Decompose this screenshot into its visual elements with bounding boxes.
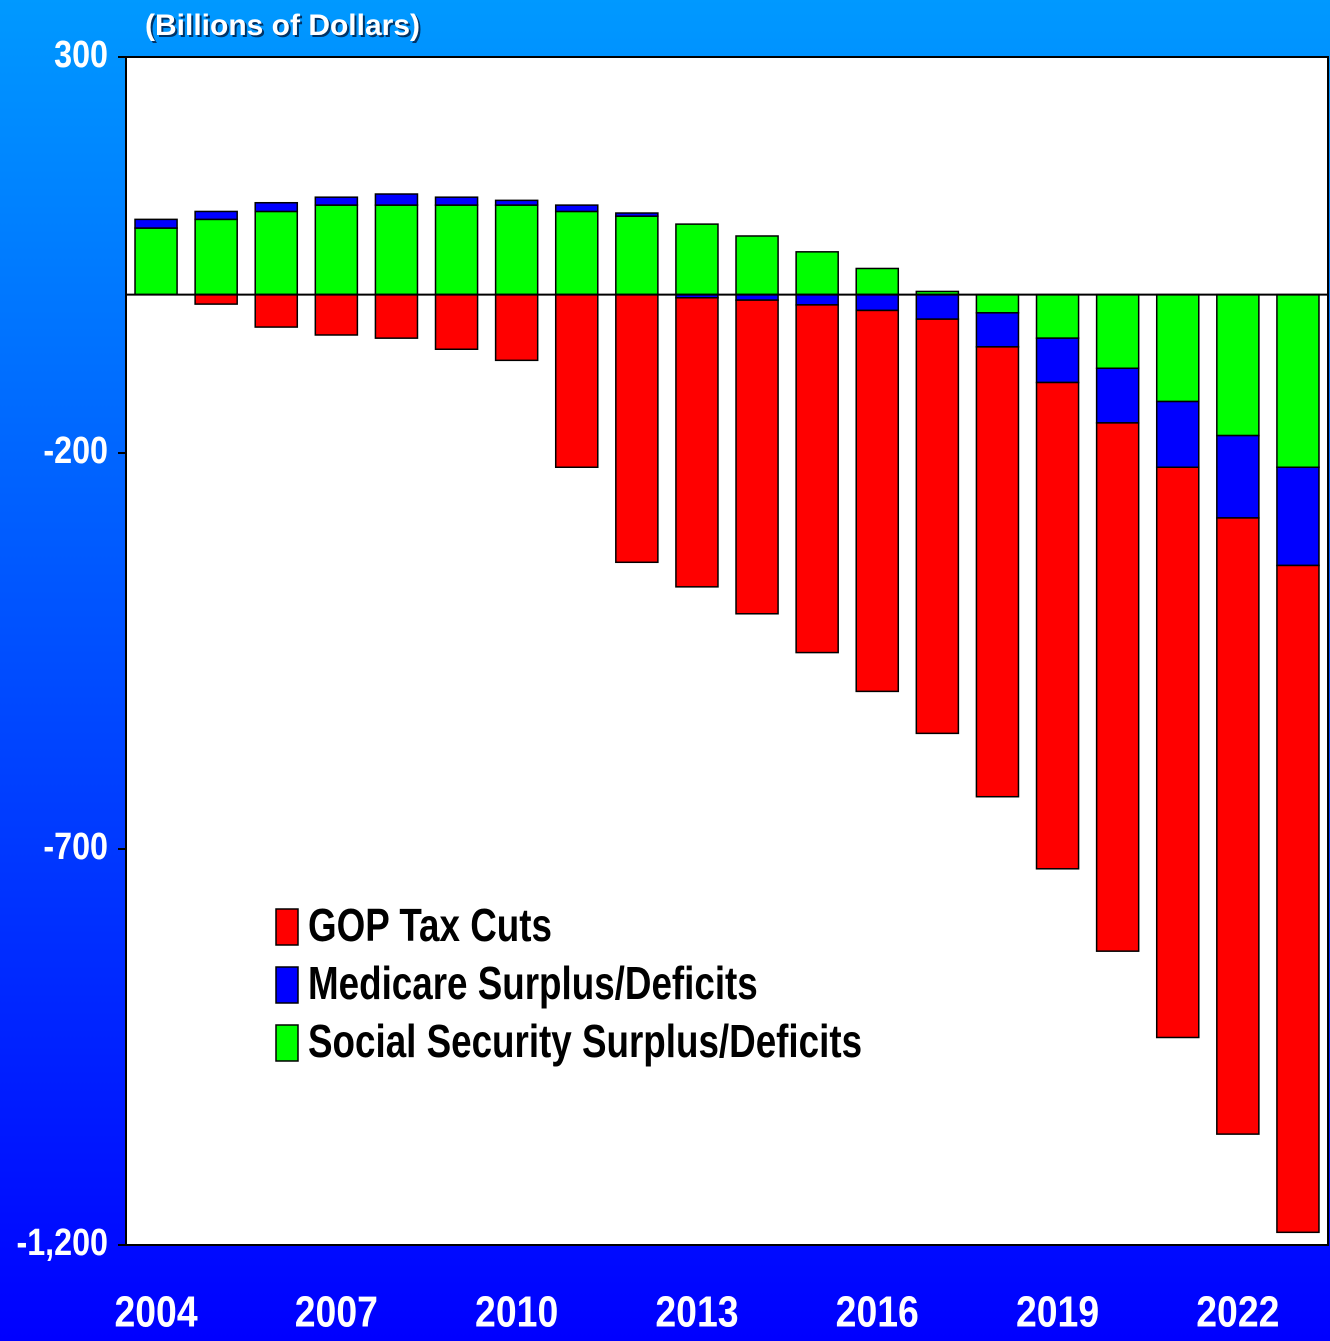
bar-segment xyxy=(1035,381,1080,870)
bar-segment xyxy=(374,193,419,206)
chart-title-shadow: (Billions of Dollars) xyxy=(147,11,422,44)
bar-segment xyxy=(554,293,599,469)
x-tick-label: 2019 xyxy=(1016,1287,1099,1337)
bar-segment xyxy=(554,204,599,213)
bar-segment xyxy=(975,312,1020,348)
bar-segment xyxy=(735,235,779,296)
bar-segment xyxy=(194,293,238,305)
bar-segment xyxy=(254,210,299,296)
bar-segment xyxy=(374,293,419,339)
x-tick-label: 2022 xyxy=(1196,1287,1279,1337)
bar-segment xyxy=(795,304,839,654)
y-tick-label: -1,200 xyxy=(16,1222,108,1264)
bar-segment xyxy=(915,293,960,320)
bar-segment xyxy=(1216,434,1260,519)
bar-segment xyxy=(1155,293,1200,403)
legend-swatch xyxy=(275,1024,299,1062)
bar-segment xyxy=(675,297,719,588)
bar-segment xyxy=(134,227,178,296)
bar-segment xyxy=(434,196,479,206)
bar-segment xyxy=(1216,293,1260,437)
bar-segment xyxy=(1276,466,1320,567)
bar-segment xyxy=(675,223,719,296)
x-tick-label: 2007 xyxy=(295,1287,378,1337)
bar-segment xyxy=(194,210,238,221)
bar-segment xyxy=(314,293,359,336)
legend-swatch xyxy=(275,908,299,946)
bar-segment xyxy=(1095,367,1140,424)
bar-segment xyxy=(1095,422,1140,952)
x-tick-label: 2010 xyxy=(475,1287,558,1337)
y-tick-label: -200 xyxy=(43,430,108,472)
bar-segment xyxy=(975,346,1020,798)
bar-segment xyxy=(855,309,900,693)
legend-label: Medicare Surplus/Deficits xyxy=(308,957,758,1009)
bar-segment xyxy=(494,199,539,206)
bar-segment xyxy=(1155,400,1200,469)
bar-segment xyxy=(374,204,419,296)
bar-segment xyxy=(254,201,299,213)
bar-segment xyxy=(735,299,779,615)
bar-segment xyxy=(1276,293,1320,469)
bar-segment xyxy=(1095,293,1140,370)
bar-segment xyxy=(615,293,659,564)
bar-segment xyxy=(494,204,539,296)
bar-segment xyxy=(1035,337,1080,384)
bar-segment xyxy=(795,293,839,306)
bar-segment xyxy=(434,204,479,296)
bar-segment xyxy=(134,218,178,229)
bar-segment xyxy=(1276,564,1320,1234)
y-tick-label: 300 xyxy=(54,34,108,76)
bar-segment xyxy=(314,196,359,206)
bar-segment xyxy=(615,215,659,296)
x-tick-label: 2013 xyxy=(655,1287,738,1337)
bar-segment xyxy=(434,293,479,350)
bar-segment xyxy=(254,293,299,328)
chart-title: (Billions of Dollars) xyxy=(145,9,420,42)
legend-swatch xyxy=(275,966,299,1004)
bar-segment xyxy=(554,210,599,296)
bar-segment xyxy=(1216,517,1260,1135)
bar-segment xyxy=(1155,466,1200,1039)
x-tick-label: 2016 xyxy=(836,1287,919,1337)
bar-segment xyxy=(1035,293,1080,339)
legend-label: Social Security Surplus/Deficits xyxy=(308,1015,862,1067)
bar-segment xyxy=(855,267,900,296)
legend-label: GOP Tax Cuts xyxy=(308,899,552,951)
bar-segment xyxy=(194,218,238,296)
bar-segment xyxy=(494,293,539,362)
bar-segment xyxy=(855,293,900,312)
bar-segment xyxy=(915,318,960,735)
bar-segment xyxy=(314,204,359,296)
y-tick-label: -700 xyxy=(43,826,108,868)
x-tick-label: 2004 xyxy=(114,1287,197,1337)
bar-segment xyxy=(795,251,839,296)
bar-segment xyxy=(615,212,659,217)
bar-segment xyxy=(975,293,1020,314)
